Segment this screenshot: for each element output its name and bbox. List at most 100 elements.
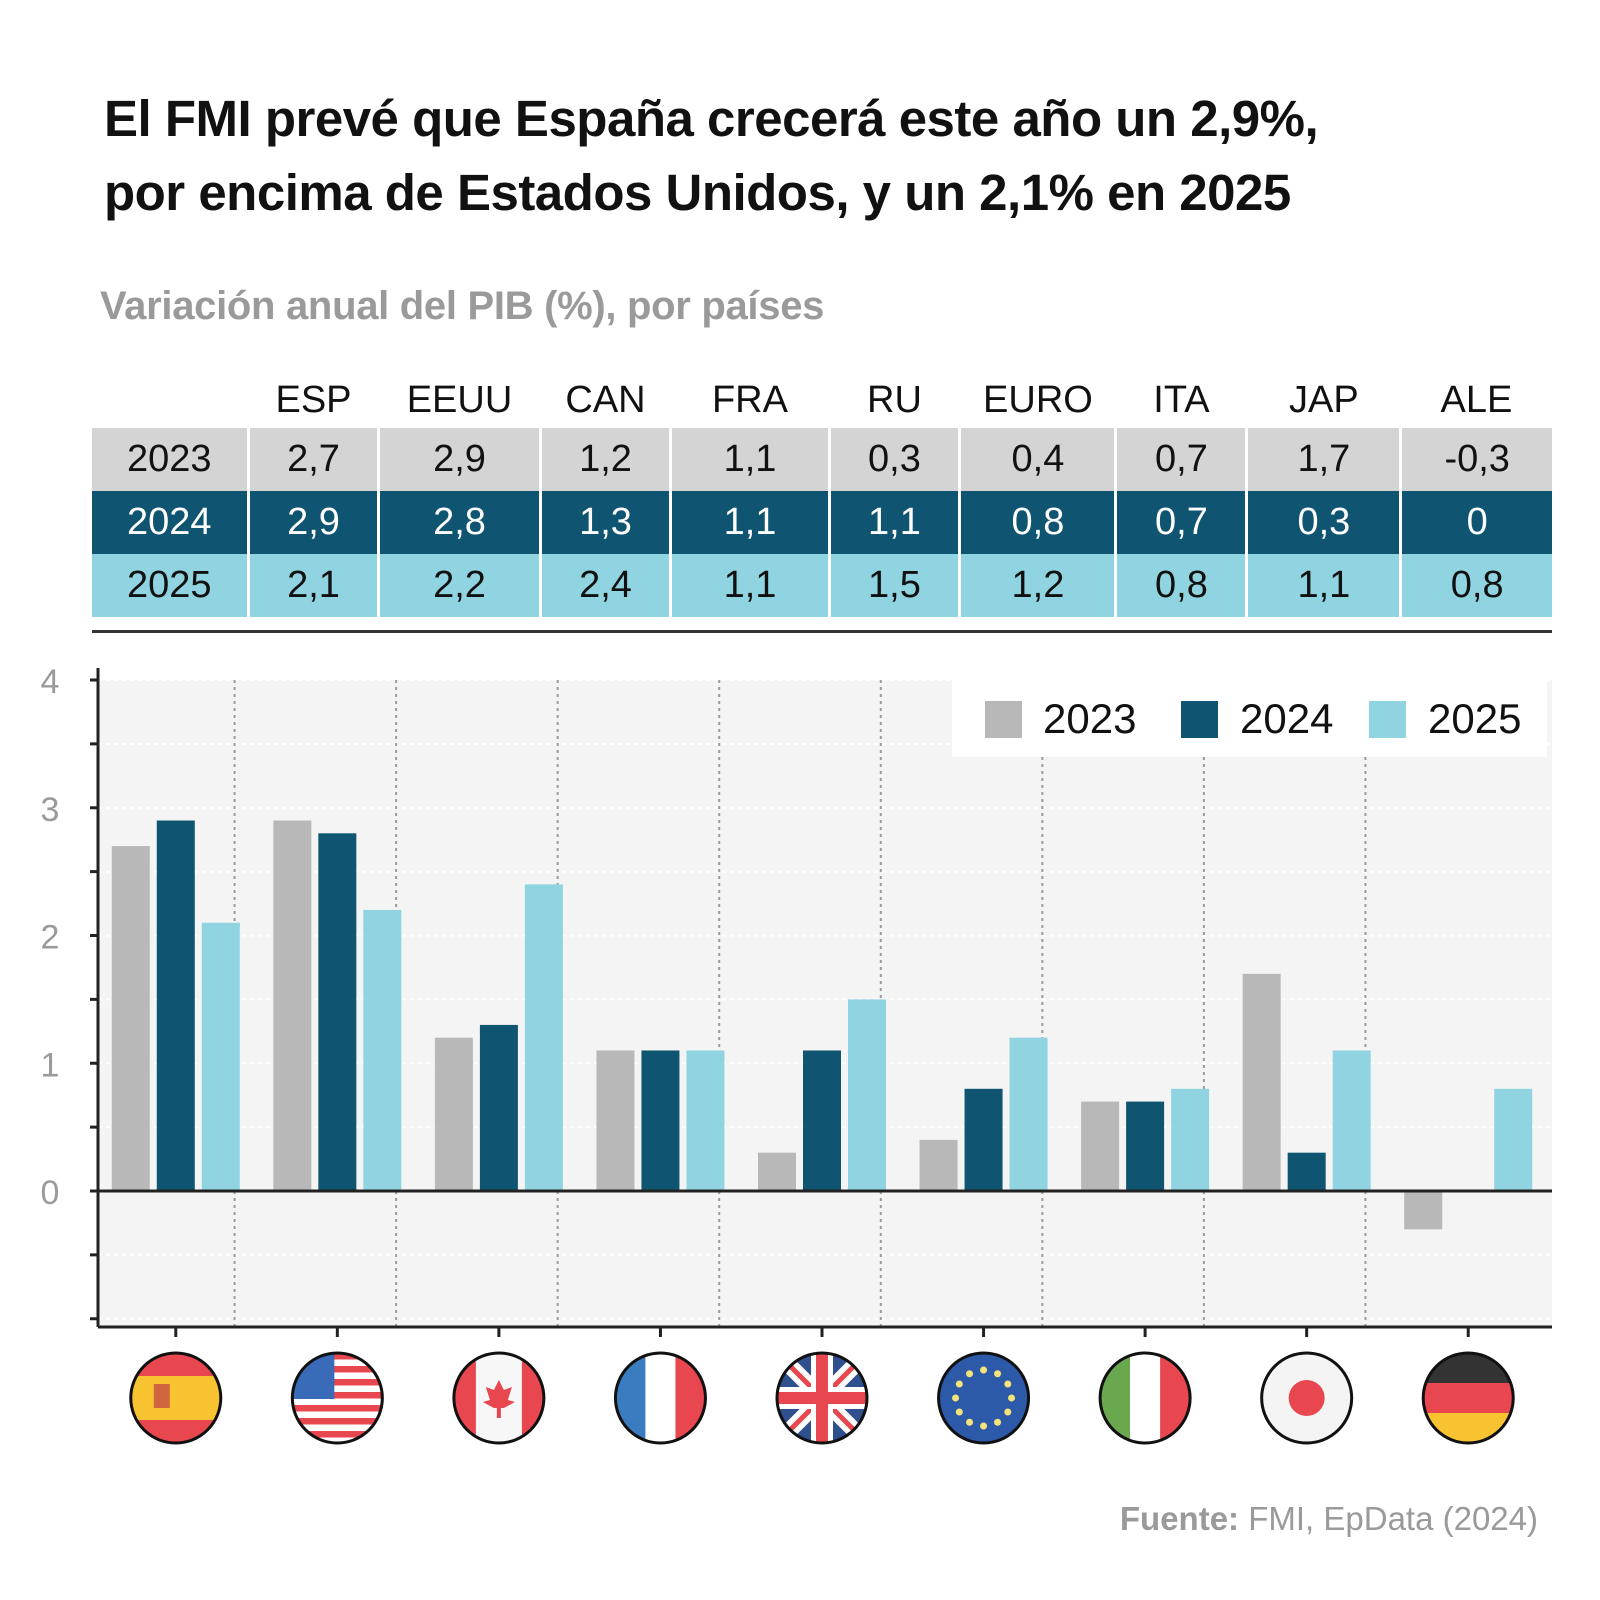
- table-cell: 1,1: [669, 428, 830, 491]
- row-label: 2023: [92, 428, 249, 491]
- bar-ale-2023: [1404, 1191, 1443, 1230]
- data-table: ESP EEUU CAN FRA RU EURO ITA JAP ALE 202…: [92, 372, 1552, 617]
- bar-fra-2024: [641, 1050, 680, 1191]
- column-header: ESP: [275, 378, 352, 421]
- eu-flag-icon: [937, 1351, 1031, 1445]
- legend-background: [952, 675, 1547, 757]
- source-note: Fuente: FMI, EpData (2024): [1120, 1500, 1538, 1538]
- title-line-2: por encima de Estados Unidos, y un 2,1% …: [104, 164, 1291, 221]
- bar-ru-2024: [803, 1050, 841, 1191]
- france-flag-icon: [613, 1351, 707, 1445]
- bar-esp-2025: [201, 922, 240, 1191]
- bar-ita-2025: [1171, 1088, 1210, 1191]
- y-tick-label: 0: [41, 1174, 60, 1212]
- bar-can-2024: [479, 1024, 518, 1191]
- bar-jap-2023: [1242, 973, 1281, 1191]
- column-header: JAP: [1289, 378, 1359, 421]
- table-header-row: ESP EEUU CAN FRA RU EURO ITA JAP ALE: [92, 372, 1552, 428]
- chart-subtitle: Variación anual del PIB (%), por países: [100, 284, 825, 328]
- table-cell: 2,7: [246, 428, 379, 491]
- table-row-2025: 2025 2,1 2,2 2,4 1,1 1,5 1,2 0,8 1,1 0,8: [92, 554, 1552, 617]
- table-cell: 1,7: [1245, 428, 1401, 491]
- table-cell: 0,3: [1245, 491, 1401, 554]
- plot-background: [98, 680, 1552, 1327]
- table-cell: 2,1: [246, 554, 379, 617]
- bar-esp-2023: [111, 846, 150, 1191]
- table-cell: 0,7: [1114, 491, 1247, 554]
- table-bottom-rule: [92, 630, 1552, 633]
- bar-fra-2025: [686, 1050, 725, 1191]
- table-row-2024: 2024 2,9 2,8 1,3 1,1 1,1 0,8 0,7 0,3 0: [92, 491, 1552, 554]
- italy-flag-icon: [1098, 1351, 1192, 1445]
- table-cell: 2,4: [538, 554, 671, 617]
- bar-eeuu-2024: [318, 833, 357, 1191]
- table-row-2023: 2023 2,7 2,9 1,2 1,1 0,3 0,4 0,7 1,7 -0,…: [92, 428, 1552, 491]
- bar-chart: 0 1 2 3 4 2023 2024 2025: [41, 663, 1552, 1445]
- column-header: EURO: [983, 378, 1093, 421]
- table-cell: 1,3: [538, 491, 671, 554]
- bar-ru-2023: [758, 1152, 796, 1191]
- table-cell: 1,1: [669, 491, 830, 554]
- table-cell: 0,8: [1399, 554, 1552, 617]
- table-cell: 2,8: [377, 491, 541, 554]
- chart-title: El FMI prevé que España crecerá este año…: [104, 82, 1544, 230]
- table-cell: -0,3: [1399, 428, 1552, 491]
- legend-label-2024: 2024: [1240, 695, 1333, 742]
- table-cell: 1,1: [669, 554, 830, 617]
- bar-eeuu-2025: [363, 909, 402, 1191]
- bar-ru-2025: [848, 999, 886, 1191]
- y-tick-label: 2: [41, 919, 60, 957]
- bar-can-2025: [524, 884, 563, 1191]
- y-tick-label: 3: [41, 791, 60, 829]
- table-cell: 0,4: [958, 428, 1116, 491]
- bar-esp-2024: [156, 820, 195, 1191]
- bar-can-2023: [434, 1037, 473, 1191]
- column-header: EEUU: [406, 378, 513, 421]
- table-cell: 1,1: [827, 491, 960, 554]
- bar-ita-2024: [1126, 1101, 1165, 1191]
- bar-ale-2025: [1494, 1088, 1533, 1191]
- bar-jap-2025: [1332, 1050, 1371, 1191]
- legend-swatch-2024: [1181, 701, 1218, 738]
- table-cell: 2,9: [377, 428, 541, 491]
- row-label: 2025: [92, 554, 249, 617]
- column-header: FRA: [711, 378, 788, 421]
- legend-label-2023: 2023: [1043, 695, 1136, 742]
- table-cell: 0,3: [827, 428, 960, 491]
- legend-label-2025: 2025: [1428, 695, 1521, 742]
- bar-euro-2025: [1009, 1037, 1048, 1191]
- title-line-1: El FMI prevé que España crecerá este año…: [104, 90, 1319, 147]
- bar-fra-2023: [596, 1050, 635, 1191]
- source-text: FMI, EpData (2024): [1248, 1500, 1538, 1537]
- table-cell: 0,8: [958, 491, 1116, 554]
- legend: 2023 2024 2025: [952, 675, 1547, 757]
- table-corner: [92, 372, 248, 428]
- japan-flag-icon: [1260, 1351, 1354, 1445]
- canada-flag-icon: [452, 1351, 546, 1445]
- table-cell: 1,2: [538, 428, 671, 491]
- bar-eeuu-2023: [273, 820, 312, 1191]
- bar-euro-2024: [964, 1088, 1003, 1191]
- spain-flag-icon: [129, 1351, 223, 1445]
- y-tick-label: 1: [41, 1046, 60, 1084]
- table-cell: 2,9: [246, 491, 379, 554]
- column-header: RU: [867, 378, 922, 421]
- row-label: 2024: [92, 491, 249, 554]
- bar-ita-2023: [1081, 1101, 1120, 1191]
- column-header: ALE: [1440, 378, 1513, 421]
- bar-jap-2024: [1287, 1152, 1326, 1191]
- source-label: Fuente:: [1119, 1500, 1240, 1537]
- table-cell: 2,2: [377, 554, 541, 617]
- table-cell: 1,5: [827, 554, 960, 617]
- column-header: CAN: [565, 378, 646, 421]
- table-cell: 0: [1399, 491, 1552, 554]
- table-cell: 0,7: [1114, 428, 1247, 491]
- legend-swatch-2025: [1369, 701, 1406, 738]
- table-cell: 1,2: [958, 554, 1116, 617]
- table-cell: 1,1: [1245, 554, 1401, 617]
- column-header: ITA: [1153, 378, 1210, 421]
- usa-flag-icon: [290, 1351, 384, 1445]
- table-cell: 0,8: [1114, 554, 1247, 617]
- y-tick-label: 4: [41, 663, 60, 701]
- bar-euro-2023: [919, 1139, 958, 1191]
